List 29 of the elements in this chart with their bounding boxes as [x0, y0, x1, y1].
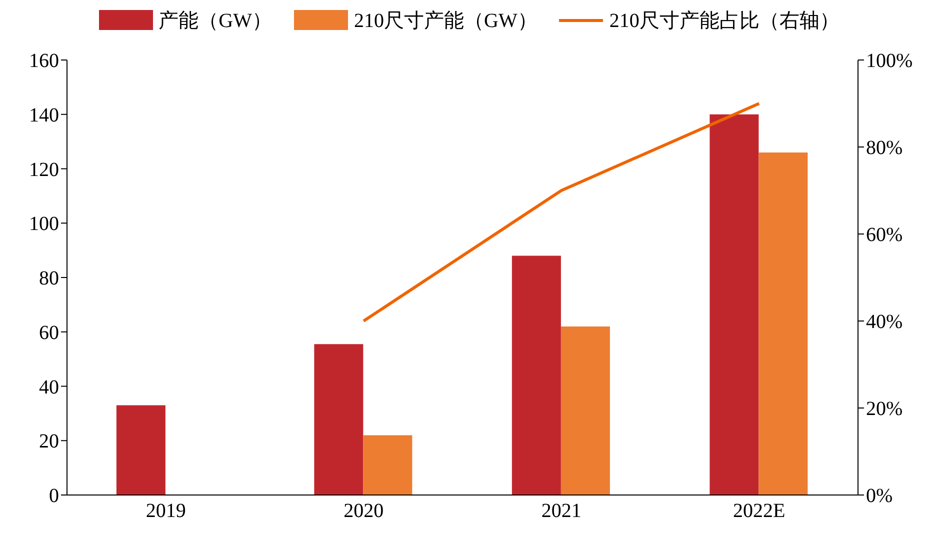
- x-tick-label: 2022E: [733, 500, 786, 522]
- y2-tick-label: 0%: [866, 485, 893, 508]
- y2-tick-label: 100%: [866, 50, 913, 72]
- y2-tick-label: 40%: [866, 311, 903, 334]
- legend-label: 产能（GW）: [158, 8, 272, 34]
- y-tick-label: 0: [49, 485, 59, 508]
- y-tick-label: 40: [39, 376, 59, 398]
- x-tick-label: 2019: [146, 500, 186, 522]
- legend-label: 210尺寸产能占比（右轴）: [609, 8, 840, 34]
- y2-tick-label: 20%: [866, 398, 903, 420]
- x-tick-label: 2020: [344, 500, 384, 522]
- y-tick-label: 100: [29, 213, 59, 236]
- y2-tick-label: 80%: [866, 137, 903, 160]
- y-tick-label: 140: [29, 104, 59, 126]
- y2-tick-label: 60%: [866, 224, 903, 246]
- bar: [512, 256, 561, 495]
- y-tick-label: 80: [39, 268, 59, 290]
- y-tick-label: 160: [29, 50, 59, 72]
- bar: [363, 435, 412, 495]
- bar: [116, 405, 166, 495]
- legend-label: 210尺寸产能（GW）: [354, 8, 538, 34]
- bar: [560, 326, 610, 495]
- y-tick-label: 60: [39, 322, 59, 344]
- x-tick-label: 2021: [541, 500, 582, 522]
- y-tick-label: 20: [39, 430, 59, 453]
- y-tick-label: 120: [29, 158, 59, 181]
- bar: [758, 152, 808, 495]
- bar: [710, 114, 759, 495]
- bar: [314, 344, 364, 495]
